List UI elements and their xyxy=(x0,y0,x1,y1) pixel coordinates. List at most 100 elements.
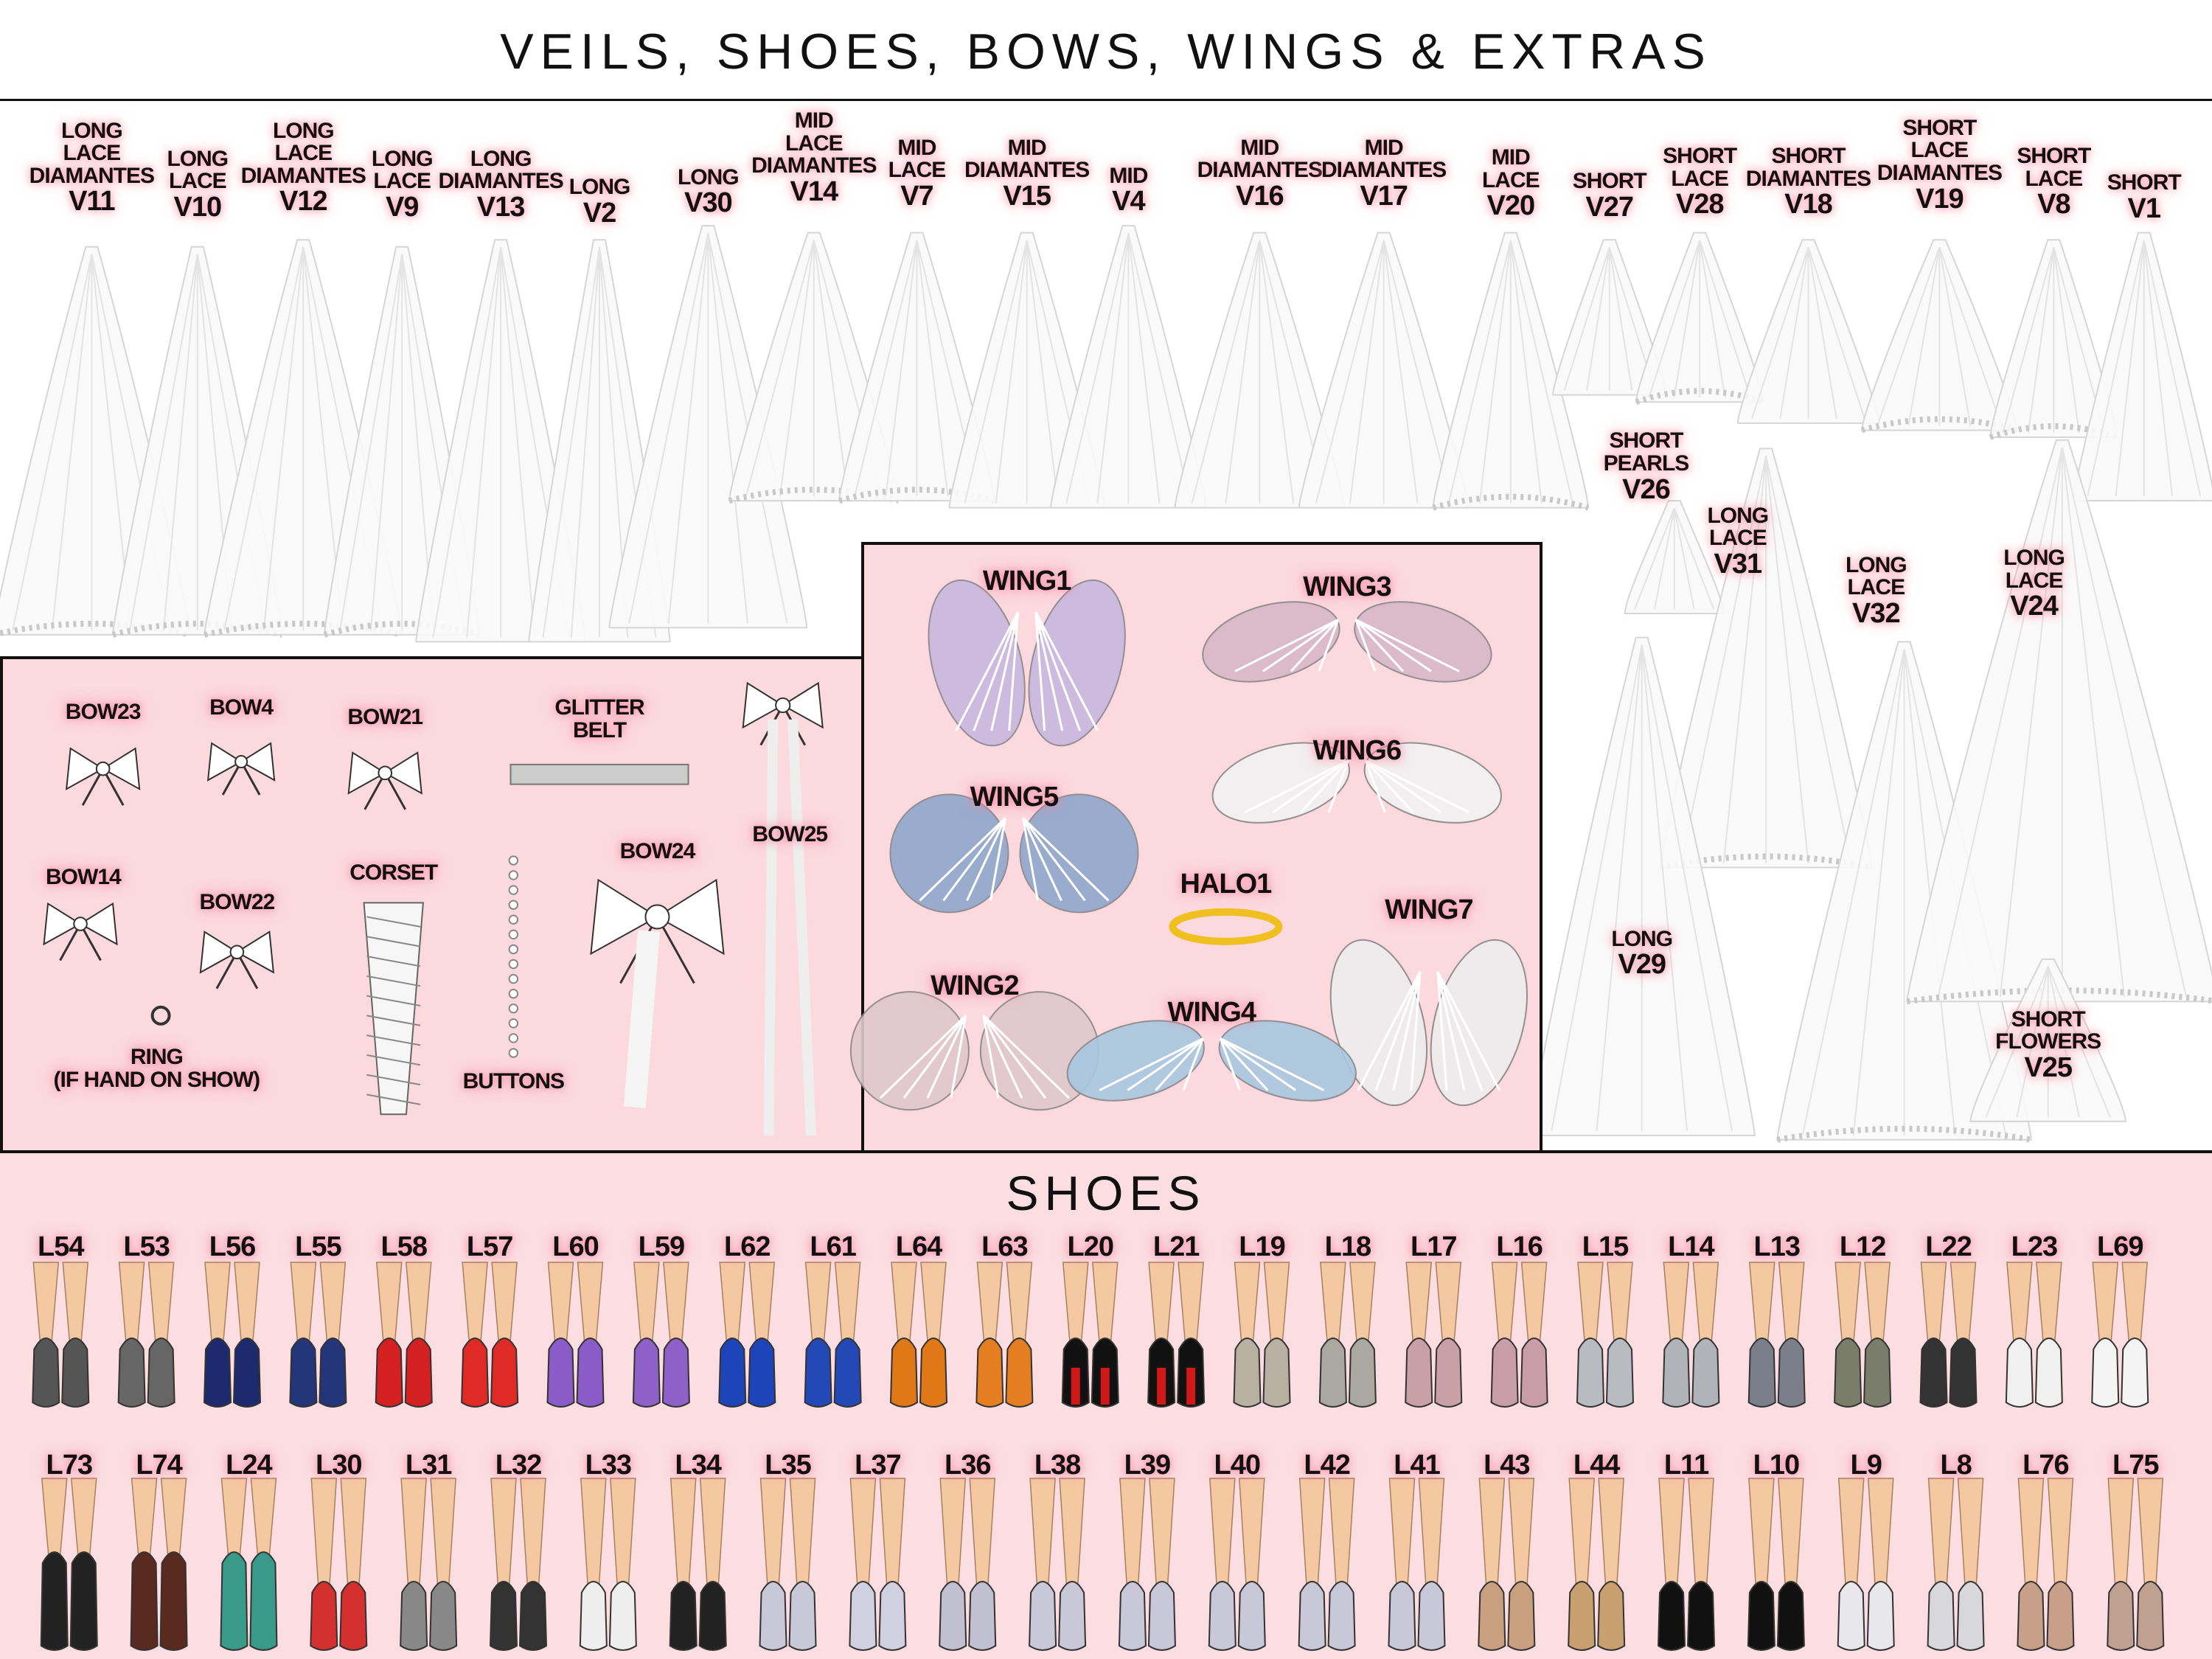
shoe-l56[interactable] xyxy=(203,1262,262,1408)
veil-v29[interactable] xyxy=(1528,636,1756,1136)
veil-v25[interactable] xyxy=(1969,958,2126,1122)
wing-icon[interactable] xyxy=(1059,1007,1365,1115)
veil-v1[interactable] xyxy=(2073,232,2212,502)
shoe-l43[interactable] xyxy=(1478,1478,1536,1651)
shoe-l22[interactable] xyxy=(1919,1262,1978,1408)
shoe-l74[interactable] xyxy=(130,1478,188,1651)
shoe-l10[interactable] xyxy=(1747,1478,1805,1651)
shoe-l13[interactable] xyxy=(1747,1262,1806,1408)
shoe-l38[interactable] xyxy=(1029,1478,1087,1651)
belt-icon[interactable] xyxy=(509,763,689,785)
shoe-l35[interactable] xyxy=(759,1478,817,1651)
shoe-l34[interactable] xyxy=(669,1478,727,1651)
item-code: L14 xyxy=(1668,1231,1714,1262)
item-code: V2 xyxy=(582,197,616,229)
label-text: SHORT xyxy=(1663,144,1737,169)
veil-v28[interactable] xyxy=(1635,232,1764,405)
shoe-l61[interactable] xyxy=(804,1262,862,1408)
shoe-l63[interactable] xyxy=(975,1262,1034,1408)
shoe-l24[interactable] xyxy=(220,1478,278,1651)
veil-v18[interactable] xyxy=(1736,239,1880,424)
veil-label-v15: MID DIAMANTES V15 xyxy=(964,136,1090,211)
shoe-l15[interactable] xyxy=(1576,1262,1635,1408)
label-text: BOW22 xyxy=(199,890,276,915)
shoe-l32[interactable] xyxy=(489,1478,548,1651)
shoe-label-l69: L69 xyxy=(2097,1233,2143,1262)
long-bow-icon[interactable] xyxy=(742,681,824,1136)
veil-v7[interactable] xyxy=(838,232,995,504)
bow-icon[interactable] xyxy=(347,751,422,810)
shoe-label-l74: L74 xyxy=(136,1451,182,1480)
veil-v17[interactable] xyxy=(1298,232,1470,509)
shoe-label-l14: L14 xyxy=(1668,1233,1714,1262)
shoe-l33[interactable] xyxy=(579,1478,637,1651)
shoe-label-l17: L17 xyxy=(1411,1233,1457,1262)
veil-v16[interactable] xyxy=(1174,232,1346,509)
shoe-l20[interactable] xyxy=(1061,1262,1119,1408)
shoe-l21[interactable] xyxy=(1147,1262,1206,1408)
shoe-l53[interactable] xyxy=(117,1262,175,1408)
shoe-l69[interactable] xyxy=(2091,1262,2149,1408)
shoe-l9[interactable] xyxy=(1837,1478,1895,1651)
veil-label-v26: SHORT PEARLS V26 xyxy=(1604,430,1690,504)
shoe-l73[interactable] xyxy=(40,1478,98,1651)
shoe-label-l11: L11 xyxy=(1664,1451,1709,1480)
shoe-l44[interactable] xyxy=(1568,1478,1626,1651)
bow-icon[interactable] xyxy=(43,902,118,961)
shoe-l42[interactable] xyxy=(1298,1478,1356,1651)
shoe-l62[interactable] xyxy=(718,1262,776,1408)
shoe-l39[interactable] xyxy=(1118,1478,1176,1651)
shoe-l30[interactable] xyxy=(310,1478,368,1651)
item-code: L53 xyxy=(123,1231,170,1262)
veil-label-v19: SHORT LACE DIAMANTES V19 xyxy=(1877,116,2003,214)
shoe-l37[interactable] xyxy=(849,1478,907,1651)
shoe-l59[interactable] xyxy=(632,1262,690,1408)
shoe-l18[interactable] xyxy=(1318,1262,1377,1408)
shoe-label-l35: L35 xyxy=(765,1451,811,1480)
shoe-l57[interactable] xyxy=(461,1262,519,1408)
shoe-label-l60: L60 xyxy=(552,1233,599,1262)
shoe-l12[interactable] xyxy=(1834,1262,1892,1408)
shoe-l19[interactable] xyxy=(1233,1262,1291,1408)
shoe-l64[interactable] xyxy=(889,1262,948,1408)
buttons-icon[interactable] xyxy=(508,855,519,1058)
shoe-l31[interactable] xyxy=(400,1478,458,1651)
bow-icon[interactable] xyxy=(199,931,275,990)
shoe-l58[interactable] xyxy=(375,1262,433,1408)
wing-icon[interactable] xyxy=(869,773,1160,934)
wing-icon[interactable] xyxy=(1204,729,1510,837)
large-bow-icon[interactable] xyxy=(590,878,725,1108)
wing-icon[interactable] xyxy=(912,569,1141,756)
halo-icon[interactable] xyxy=(1169,908,1283,945)
shoe-label-l63: L63 xyxy=(981,1233,1028,1262)
veil-v4[interactable] xyxy=(1050,225,1207,509)
corset-icon[interactable] xyxy=(363,902,424,1116)
item-code: L16 xyxy=(1496,1231,1543,1262)
shoe-l23[interactable] xyxy=(2005,1262,2063,1408)
shoe-l41[interactable] xyxy=(1388,1478,1446,1651)
shoe-l11[interactable] xyxy=(1658,1478,1716,1651)
item-code: L22 xyxy=(1925,1231,1972,1262)
ribbon-bow-icon[interactable] xyxy=(206,742,276,796)
shoe-l76[interactable] xyxy=(2017,1478,2075,1651)
shoe-label-l19: L19 xyxy=(1239,1233,1285,1262)
ring-icon[interactable] xyxy=(150,1005,171,1026)
item-code: L33 xyxy=(585,1450,632,1481)
wing-icon[interactable] xyxy=(1314,929,1543,1116)
shoe-l8[interactable] xyxy=(1927,1478,1985,1651)
shoe-l55[interactable] xyxy=(289,1262,347,1408)
bow-icon[interactable] xyxy=(65,747,141,806)
shoe-l36[interactable] xyxy=(939,1478,997,1651)
shoe-l54[interactable] xyxy=(32,1262,90,1408)
veil-v20[interactable] xyxy=(1432,232,1590,511)
shoe-l14[interactable] xyxy=(1662,1262,1720,1408)
label-text: LONG xyxy=(2003,546,2065,571)
item-code: V13 xyxy=(476,192,526,223)
shoe-l40[interactable] xyxy=(1208,1478,1266,1651)
shoe-l17[interactable] xyxy=(1405,1262,1463,1408)
shoe-l60[interactable] xyxy=(546,1262,605,1408)
wing-icon[interactable] xyxy=(1194,588,1500,696)
veil-v19[interactable] xyxy=(1861,239,2018,434)
shoe-l16[interactable] xyxy=(1490,1262,1548,1408)
shoe-l75[interactable] xyxy=(2107,1478,2165,1651)
